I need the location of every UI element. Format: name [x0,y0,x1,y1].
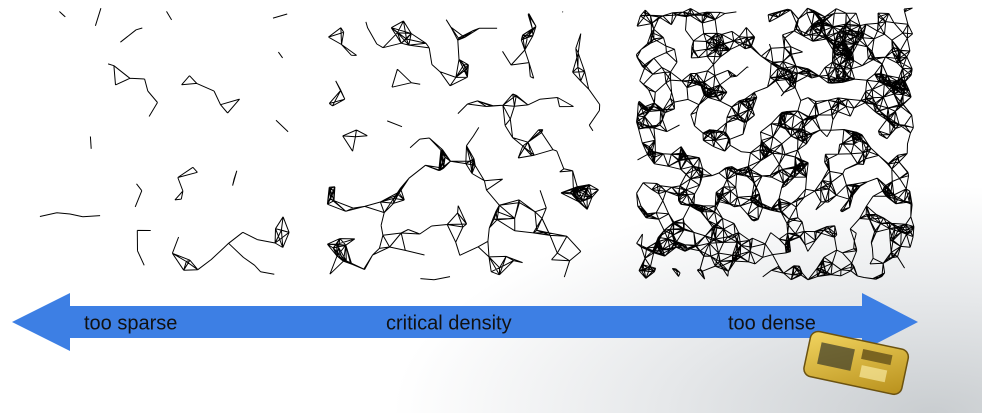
double-arrow [12,293,918,351]
label-dense: too dense [728,312,816,334]
graph-panel [39,8,290,275]
graph-panel [326,11,601,281]
graph-edges [326,11,601,281]
label-critical: critical density [386,312,512,334]
graph-panel [635,7,915,281]
graph-edges [39,8,290,275]
sensor-node [803,330,910,396]
graph-panels [39,7,915,281]
graph-edges [635,7,915,281]
label-sparse: too sparse [84,312,177,334]
